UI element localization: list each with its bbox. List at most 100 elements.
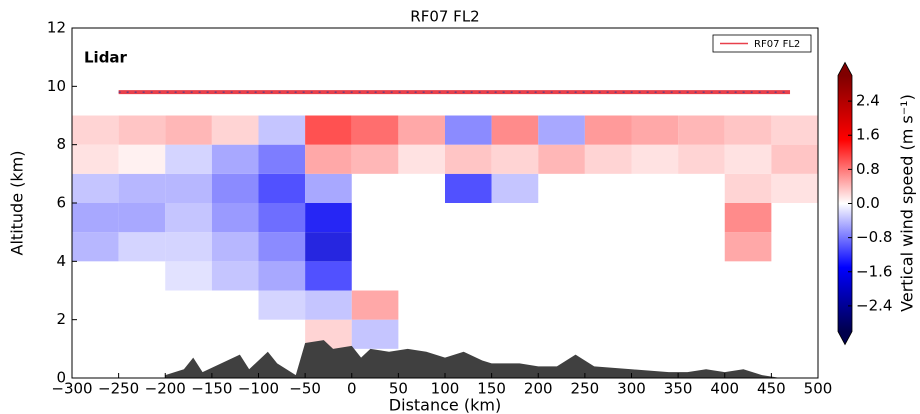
wind-cell <box>211 232 259 262</box>
wind-cell <box>258 144 306 174</box>
y-tick-label: 4 <box>56 252 66 270</box>
colorbar-tick-label: −0.8 <box>856 228 892 246</box>
wind-cell <box>211 144 259 174</box>
wind-cell <box>305 261 352 291</box>
wind-cell <box>258 115 306 145</box>
x-tick-label: −150 <box>191 380 232 398</box>
wind-cell <box>538 115 585 145</box>
x-tick-label: 250 <box>571 380 600 398</box>
wind-cell <box>678 144 725 174</box>
wind-cell <box>72 203 119 233</box>
x-tick-label: 50 <box>389 380 408 398</box>
terrain <box>165 340 781 378</box>
colorbar-frame <box>837 61 853 346</box>
wind-cell <box>771 115 818 145</box>
wind-cell <box>305 203 352 233</box>
wind-cell <box>631 115 679 145</box>
wind-cell <box>305 115 352 145</box>
wind-cell <box>165 232 212 262</box>
legend-box <box>712 34 812 53</box>
wind-cell <box>72 115 119 145</box>
wind-cell <box>584 144 632 174</box>
wind-cell <box>118 173 166 203</box>
x-tick-label: 150 <box>477 380 506 398</box>
wind-cell <box>72 232 119 262</box>
y-tick-label: 12 <box>47 19 66 37</box>
wind-cell <box>305 173 352 203</box>
wind-cell <box>724 144 772 174</box>
wind-cell <box>165 115 212 145</box>
wind-cell <box>165 144 212 174</box>
wind-cell <box>538 144 585 174</box>
wind-cell <box>305 232 352 262</box>
y-tick-label: 8 <box>56 135 66 153</box>
x-tick-label: −200 <box>145 380 186 398</box>
wind-cell <box>771 173 818 203</box>
colorbar-tick-label: 0.8 <box>856 160 880 178</box>
wind-cell <box>72 144 119 174</box>
x-tick-label: −250 <box>98 380 139 398</box>
wind-cell <box>211 173 259 203</box>
x-tick-label: 350 <box>664 380 693 398</box>
x-tick-label: 100 <box>431 380 460 398</box>
wind-cell <box>724 232 772 262</box>
colorbar-tick-label: 2.4 <box>856 92 880 110</box>
wind-cell <box>398 115 445 145</box>
y-axis-label: Altitude (km) <box>8 151 27 256</box>
wind-cell <box>445 144 492 174</box>
wind-cell <box>351 144 399 174</box>
wind-cell <box>211 115 259 145</box>
wind-cell <box>258 232 306 262</box>
y-tick-label: 0 <box>56 369 66 387</box>
wind-cell <box>351 290 399 320</box>
wind-cell <box>211 261 259 291</box>
y-tick-label: 10 <box>47 77 66 95</box>
y-tick-label: 6 <box>56 194 66 212</box>
wind-cell <box>724 115 772 145</box>
wind-cell <box>258 203 306 233</box>
wind-cell <box>165 173 212 203</box>
wind-cell <box>351 319 399 349</box>
x-tick-label: 400 <box>710 380 739 398</box>
wind-cell <box>771 144 818 174</box>
colorbar-label: Vertical wind speed (m s⁻¹) <box>898 94 917 312</box>
x-tick-label: −50 <box>289 380 321 398</box>
wind-cell <box>258 290 306 320</box>
wind-cell <box>305 144 352 174</box>
x-tick-label: 500 <box>804 380 833 398</box>
wind-cell <box>305 290 352 320</box>
wind-cell <box>72 173 119 203</box>
wind-cell <box>118 115 166 145</box>
wind-cell <box>118 203 166 233</box>
wind-cell <box>351 115 399 145</box>
wind-cell <box>631 144 679 174</box>
wind-cell <box>211 203 259 233</box>
wind-cell <box>258 261 306 291</box>
legend-label: RF07 FL2 <box>754 39 800 50</box>
wind-cell <box>398 144 445 174</box>
colorbar <box>838 75 852 332</box>
wind-cell <box>258 173 306 203</box>
x-tick-label: 300 <box>617 380 646 398</box>
wind-cell <box>445 173 492 203</box>
plot-area <box>72 115 818 378</box>
wind-cell <box>445 115 492 145</box>
wind-cell <box>724 203 772 233</box>
wind-cell <box>118 144 166 174</box>
colorbar-tick-label: 0.0 <box>856 194 880 212</box>
annotation: Lidar <box>84 49 128 67</box>
y-tick-label: 2 <box>56 310 66 328</box>
wind-cell <box>724 173 772 203</box>
colorbar-tick-label: −1.6 <box>856 262 892 280</box>
colorbar-tick-label: −2.4 <box>856 296 892 314</box>
x-tick-label: −300 <box>51 380 92 398</box>
wind-cell <box>491 144 539 174</box>
colorbar-extend-bottom <box>838 331 852 345</box>
colorbar-tick-label: 1.6 <box>856 126 880 144</box>
x-axis-label: Distance (km) <box>389 396 501 414</box>
wind-cell <box>491 173 539 203</box>
wind-cell <box>678 115 725 145</box>
colorbar-extend-top <box>838 62 852 76</box>
wind-cell <box>491 115 539 145</box>
